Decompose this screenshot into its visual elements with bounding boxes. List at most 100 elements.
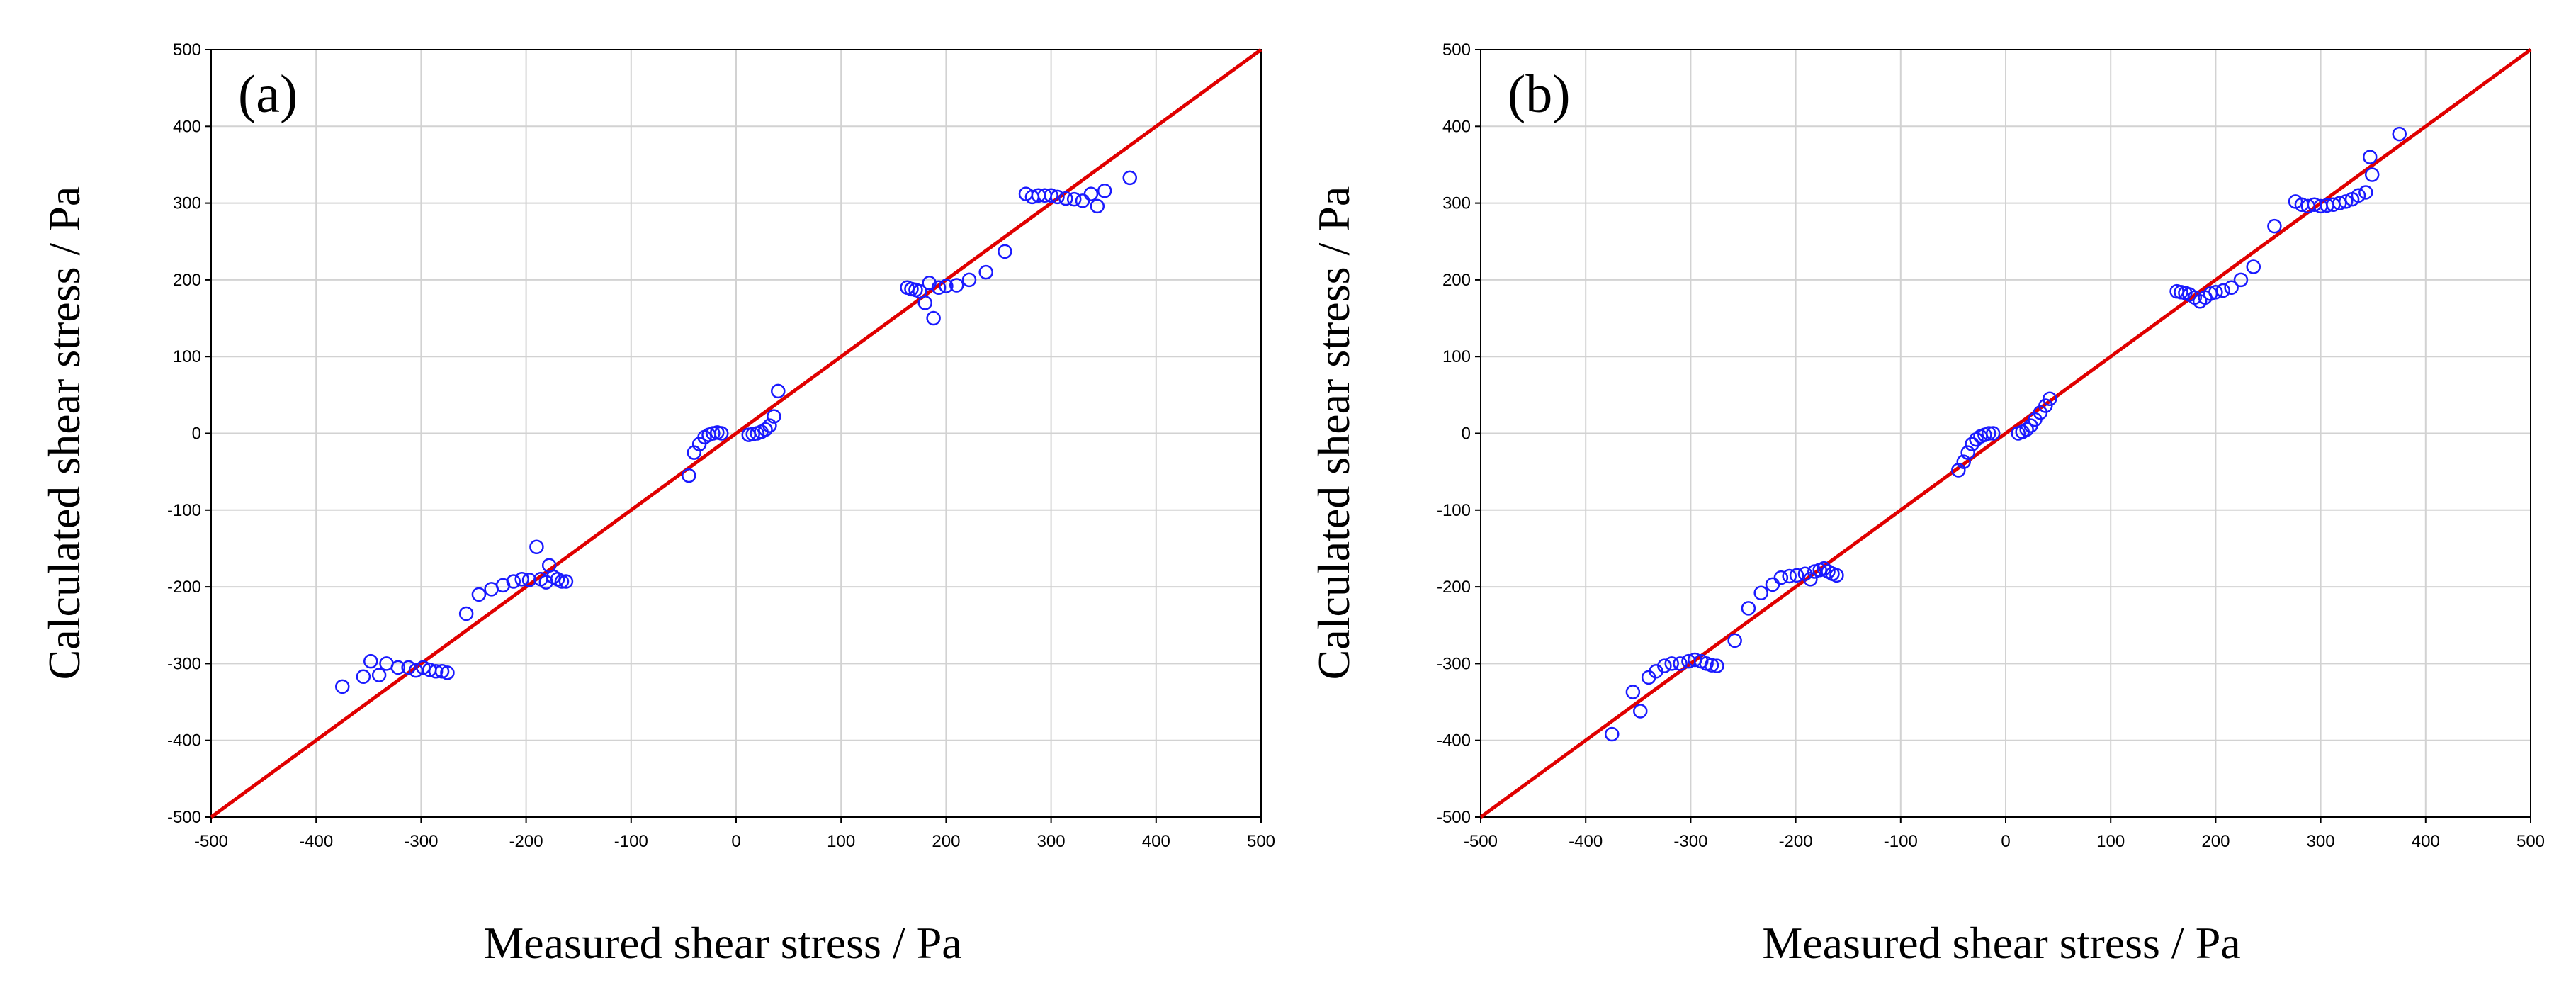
data-point (767, 409, 781, 424)
x-tick-label: -500 (194, 832, 228, 851)
y-axis-title: Calculated shear stress / Pa (39, 186, 89, 680)
data-point (1710, 658, 1724, 673)
x-tick-label: 400 (1142, 832, 1170, 851)
data-point (1965, 437, 1979, 451)
data-point (2042, 391, 2057, 407)
data-point (931, 280, 947, 295)
data-point (1741, 601, 1756, 616)
data-point (913, 283, 927, 299)
data-point (471, 587, 487, 602)
data-point (1066, 191, 1082, 207)
reference-line-group (210, 47, 1262, 819)
data-point (1097, 184, 1112, 198)
data-point (2233, 272, 2249, 288)
data-point (2215, 283, 2231, 298)
data-point (917, 296, 933, 310)
data-point (1673, 656, 1688, 671)
data-point (363, 653, 378, 669)
x-tick-label: -300 (404, 832, 438, 851)
x-tick-label: 500 (1247, 832, 1275, 851)
y-tick-label: -100 (167, 501, 201, 520)
data-point (401, 660, 416, 675)
y-tick-label: -200 (167, 578, 201, 597)
data-point (758, 422, 773, 437)
data-point (2351, 188, 2366, 203)
x-axis-title: Measured shear stress / Pa (483, 918, 961, 968)
data-point (2363, 150, 2378, 164)
data-point (2358, 185, 2373, 200)
x-tick-label: -200 (509, 832, 543, 851)
data-point (558, 574, 574, 589)
data-point (1625, 685, 1641, 699)
data-point (408, 663, 424, 678)
reference-line (1479, 47, 2532, 819)
x-tick-label: 100 (2096, 832, 2125, 851)
data-point (458, 606, 474, 621)
data-point (2267, 218, 2282, 234)
y-tick-label: 200 (173, 271, 201, 290)
data-point (1985, 426, 2001, 441)
x-tick-label: 400 (2412, 832, 2440, 851)
y-tick-label: -200 (1437, 578, 1471, 597)
data-point (1982, 426, 1996, 441)
panel-b: -500 -400 -300 -200 -100 0 100 200 300 400 500 -500… (1309, 40, 2545, 968)
data-point (1122, 170, 1137, 186)
data-point (1050, 189, 1065, 205)
x-tick-label: -200 (1779, 832, 1813, 851)
y-tick-label: 500 (1442, 40, 1471, 60)
y-tick-label: 200 (1442, 271, 1471, 290)
data-point (506, 574, 521, 589)
data-point (762, 418, 777, 433)
y-tick-label: 0 (192, 424, 201, 444)
data-point (2224, 280, 2239, 295)
ticks: -500 -400 -300 -200 -100 0 100 200 300 400 500 -500… (1437, 40, 2545, 851)
x-tick-label: 200 (2201, 832, 2230, 851)
panel-a: -500 -400 -300 -200 -100 0 100 200 300 400 500 -500… (39, 40, 1275, 968)
data-points (1605, 126, 2407, 742)
y-tick-label: -400 (167, 731, 201, 750)
reference-line-group (1479, 47, 2532, 819)
y-tick-label: 400 (173, 117, 201, 136)
y-tick-label: 500 (173, 40, 201, 60)
panel-label: (a) (238, 64, 298, 124)
data-point (1803, 572, 1818, 587)
data-point (939, 279, 954, 293)
x-tick-label: 300 (1037, 832, 1066, 851)
data-point (1960, 445, 1975, 460)
data-point (926, 310, 941, 326)
data-point (1090, 198, 1105, 214)
data-point (440, 665, 455, 680)
x-axis-title: Measured shear stress / Pa (1762, 918, 2240, 968)
data-point (1044, 188, 1058, 203)
data-point (1075, 193, 1090, 208)
data-point (2364, 167, 2380, 182)
data-point (356, 669, 371, 685)
data-point (1829, 568, 1844, 583)
y-tick-label: 100 (173, 347, 201, 366)
y-tick-label: -300 (167, 654, 201, 673)
data-point (1782, 568, 1797, 584)
panel-label: (b) (1508, 64, 1571, 124)
y-tick-label: 300 (173, 194, 201, 213)
data-point (1969, 432, 1984, 447)
x-tick-label: 100 (827, 832, 855, 851)
y-tick-label: 400 (1442, 117, 1471, 136)
data-point (1956, 454, 1971, 469)
data-point (2332, 196, 2347, 210)
y-tick-label: -500 (167, 808, 201, 827)
x-tick-label: 300 (2307, 832, 2335, 851)
data-point (1664, 656, 1679, 671)
x-tick-label: -500 (1464, 832, 1498, 851)
x-tick-label: 0 (731, 832, 740, 851)
x-tick-label: 0 (2001, 832, 2010, 851)
x-tick-label: -400 (299, 832, 333, 851)
y-tick-label: -500 (1437, 808, 1471, 827)
data-point (1083, 186, 1099, 201)
y-tick-label: 0 (1462, 424, 1471, 444)
data-point (978, 264, 993, 280)
data-point (416, 660, 431, 675)
data-point (1789, 568, 1804, 583)
data-point (1704, 658, 1719, 673)
data-point (554, 574, 570, 589)
x-tick-label: 200 (932, 832, 960, 851)
